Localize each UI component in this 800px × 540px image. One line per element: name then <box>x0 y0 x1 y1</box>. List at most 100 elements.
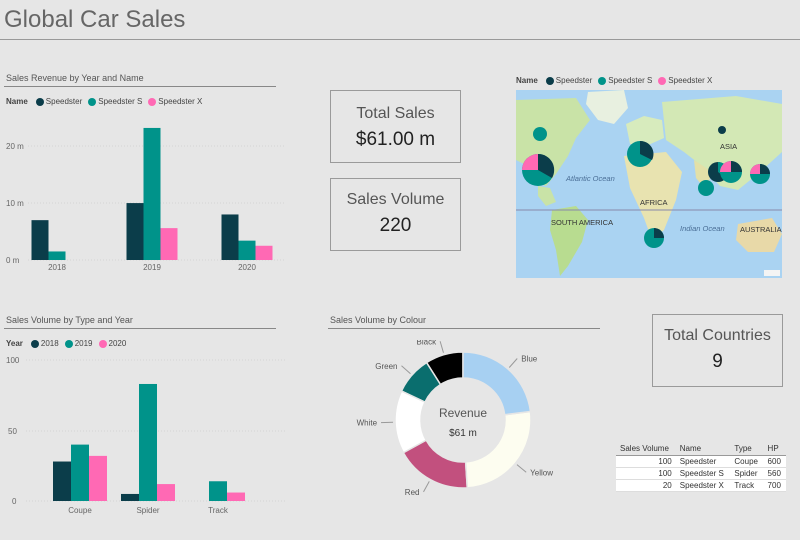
column-header[interactable]: HP <box>763 442 786 456</box>
table-cell: Track <box>730 479 764 492</box>
x-tick-label: 2019 <box>143 263 161 272</box>
donut-slice-yellow[interactable] <box>464 410 532 489</box>
bar-2019-coupe[interactable] <box>71 444 89 501</box>
table-header-row: Sales Volume Name Type HP <box>616 442 786 456</box>
sales-table: Sales Volume Name Type HP 100 Speedster … <box>616 442 786 492</box>
map-label: Indian Ocean <box>680 224 725 233</box>
total-sales-label: Total Sales <box>356 105 435 122</box>
bar-2019-spider[interactable] <box>139 383 157 501</box>
revenue-chart-title: Sales Revenue by Year and Name <box>6 73 144 83</box>
colour-chart-title: Sales Volume by Colour <box>330 315 427 325</box>
total-countries-label: Total Countries <box>664 327 771 344</box>
map-pie-marker[interactable] <box>522 153 555 186</box>
column-header[interactable]: Name <box>675 442 731 456</box>
map-logo <box>764 270 780 276</box>
legend-label: Speedster X <box>158 97 203 106</box>
world-map[interactable]: Atlantic Ocean ASIA AFRICA SOUTH AMERICA… <box>516 90 782 278</box>
legend-dot-icon <box>64 339 73 348</box>
column-header[interactable]: Type <box>730 442 764 456</box>
legend-item-2018[interactable]: 2018 <box>30 339 59 348</box>
table-row[interactable]: 100 Speedster Coupe 600 <box>616 455 786 468</box>
table-cell: 100 <box>616 455 676 468</box>
y-tick-label: 0 m <box>6 256 20 265</box>
map-pie-marker[interactable] <box>718 126 726 134</box>
table-row[interactable]: 100 Speedster S Spider 560 <box>616 467 786 480</box>
bar-speedster-x-2020[interactable] <box>255 245 273 260</box>
legend-item-speedster-s[interactable]: Speedster S <box>598 76 652 85</box>
donut-leader-line <box>423 481 430 493</box>
y-tick-label: 10 m <box>6 199 24 208</box>
legend-item-2019[interactable]: 2019 <box>64 339 93 348</box>
bar-2018-coupe[interactable] <box>53 461 71 501</box>
map-label: AUSTRALIA <box>740 225 782 234</box>
legend-dot-icon <box>35 97 44 106</box>
page-title: Global Car Sales <box>4 6 186 33</box>
europe-shape <box>626 116 664 146</box>
africa-shape <box>624 152 682 240</box>
sales-volume-card: Sales Volume 220 <box>330 178 461 251</box>
legend-item-speedster-s[interactable]: Speedster S <box>88 97 142 106</box>
table-cell: 700 <box>763 479 786 492</box>
bar-2018-spider[interactable] <box>121 493 139 501</box>
donut-slice-green[interactable] <box>400 361 442 404</box>
donut-slice-label: Red <box>405 488 420 497</box>
title-divider <box>0 39 800 40</box>
map-pie-marker[interactable] <box>533 127 547 141</box>
bar-speedster-s-2019[interactable] <box>143 127 161 260</box>
legend-label: Speedster X <box>668 76 713 85</box>
bar-speedster-2019[interactable] <box>126 203 144 260</box>
legend-item-speedster-x[interactable]: Speedster X <box>658 76 712 85</box>
donut-slice-white[interactable] <box>394 390 428 454</box>
sales-volume-value: 220 <box>379 215 412 236</box>
bar-2020-coupe[interactable] <box>89 455 107 501</box>
legend-label: Speedster <box>555 76 593 85</box>
bar-speedster-2020[interactable] <box>221 214 239 260</box>
donut-slice-label: Green <box>375 362 397 371</box>
map-pie-marker[interactable] <box>627 140 654 167</box>
south-america-shape <box>550 206 588 276</box>
table-cell: 20 <box>616 479 676 492</box>
bar-2020-spider[interactable] <box>157 484 175 501</box>
donut-leader-line <box>439 341 444 353</box>
volume-legend-title: Year <box>6 339 23 348</box>
legend-label: 2019 <box>74 339 93 348</box>
bar-speedster-s-2020[interactable] <box>238 240 256 260</box>
revenue-legend: Name Speedster Speedster S Speedster X <box>6 97 202 106</box>
donut-slice-blue[interactable] <box>462 351 532 416</box>
legend-item-speedster-x[interactable]: Speedster X <box>148 97 202 106</box>
greenland-shape <box>586 90 628 124</box>
table-row[interactable]: 20 Speedster X Track 700 <box>616 479 786 492</box>
map-pie-marker[interactable] <box>750 164 770 184</box>
bar-speedster-x-2019[interactable] <box>160 228 178 260</box>
donut-slice-label: Black <box>417 340 438 346</box>
legend-item-speedster[interactable]: Speedster <box>35 97 82 106</box>
map-pie-marker[interactable] <box>698 180 714 196</box>
donut-slice-label: White <box>357 419 378 428</box>
total-sales-value: $61.00 m <box>355 129 436 150</box>
map-pie-marker[interactable] <box>720 161 742 183</box>
legend-dot-icon <box>98 339 107 348</box>
central-america-shape <box>538 186 556 206</box>
donut-slice-red[interactable] <box>402 439 469 489</box>
column-header[interactable]: Sales Volume <box>616 442 676 456</box>
total-countries-value: 9 <box>712 351 723 372</box>
revenue-bar-chart: 20 m 10 m 0 m 2018 2019 2020 <box>6 127 285 272</box>
map-pie-marker[interactable] <box>644 228 664 248</box>
bar-2019-track[interactable] <box>209 481 227 501</box>
revenue-legend-title: Name <box>6 97 28 106</box>
volume-legend: Year 2018 2019 2020 <box>6 339 126 348</box>
legend-item-speedster[interactable]: Speedster <box>545 76 593 85</box>
volume-bar-chart: 100 50 0 Coupe Spider Track <box>6 356 285 515</box>
bar-speedster-s-2018[interactable] <box>48 251 66 260</box>
legend-item-2020[interactable]: 2020 <box>98 339 126 348</box>
legend-label: Speedster S <box>98 97 143 106</box>
revenue-chart-divider <box>4 86 276 87</box>
bar-2020-track[interactable] <box>227 492 245 501</box>
legend-label: 2018 <box>40 339 59 348</box>
donut-center-value: $61 m <box>449 428 477 439</box>
legend-dot-icon <box>658 76 667 85</box>
legend-label: Speedster S <box>608 76 653 85</box>
total-countries-card: Total Countries 9 <box>652 314 783 387</box>
bar-speedster-2018[interactable] <box>31 220 49 260</box>
y-tick-label: 100 <box>6 356 20 365</box>
